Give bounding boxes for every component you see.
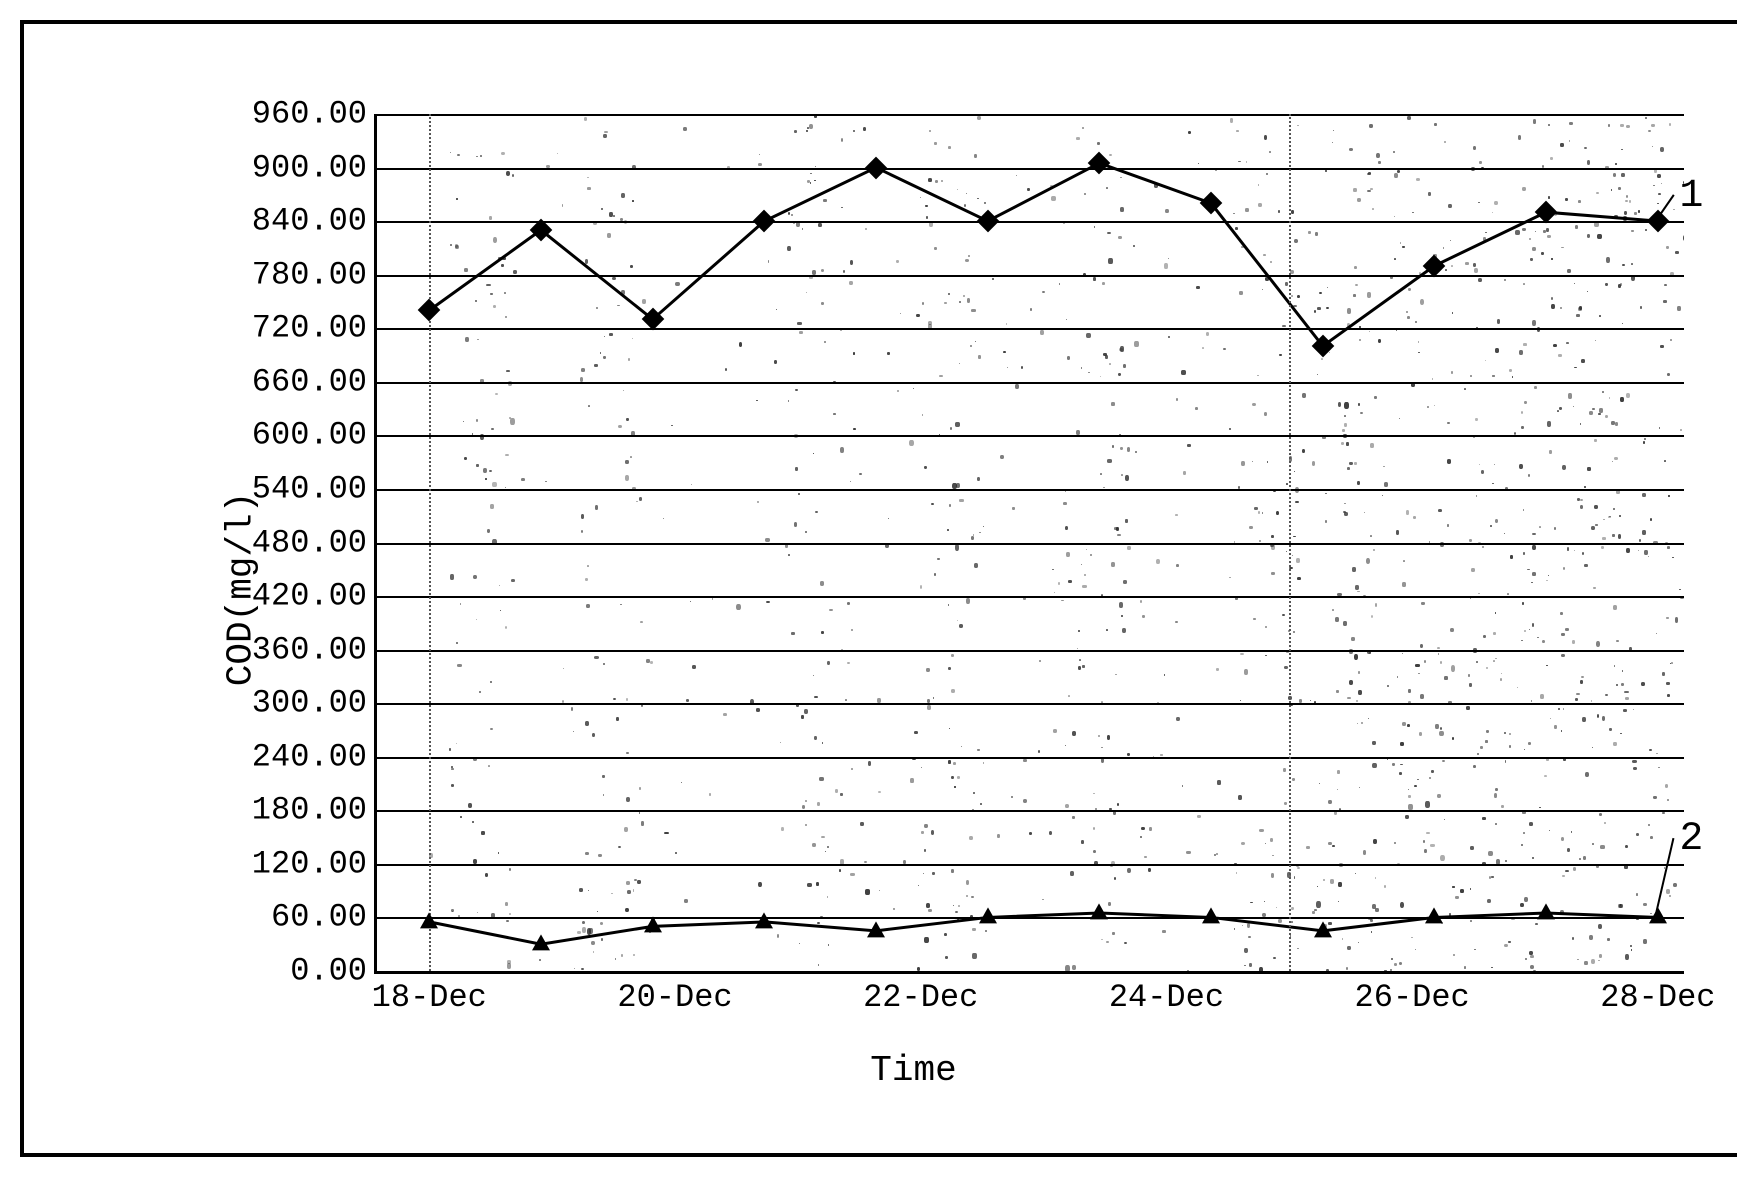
series-2-marker bbox=[755, 912, 773, 928]
gridline bbox=[377, 435, 1684, 437]
ytick-label: 480.00 bbox=[252, 524, 367, 561]
ytick-label: 240.00 bbox=[252, 738, 367, 775]
gridline bbox=[377, 275, 1684, 277]
gridline bbox=[377, 328, 1684, 330]
ytick-label: 780.00 bbox=[252, 256, 367, 293]
gridline bbox=[377, 114, 1684, 116]
series-2-marker bbox=[532, 935, 550, 951]
series-2-marker bbox=[1202, 908, 1220, 924]
ytick-label: 120.00 bbox=[252, 845, 367, 882]
series-1-line bbox=[429, 163, 1658, 346]
ytick-label: 660.00 bbox=[252, 363, 367, 400]
series-2-marker bbox=[644, 917, 662, 933]
xtick-label: 28-Dec bbox=[1600, 979, 1715, 1016]
xtick-label: 18-Dec bbox=[372, 979, 487, 1016]
series-2-annotation-text: 2 bbox=[1679, 817, 1703, 862]
series-2-annotation: 2 bbox=[1679, 817, 1703, 862]
series-2-marker bbox=[979, 908, 997, 924]
ytick-label: 420.00 bbox=[252, 578, 367, 615]
ytick-label: 840.00 bbox=[252, 203, 367, 240]
chart-inner: COD(mg/l) Time 0.0060.00120.00180.00240.… bbox=[114, 64, 1713, 1113]
series-2-marker bbox=[867, 921, 885, 937]
series-2-marker bbox=[1090, 903, 1108, 919]
series-2-marker bbox=[1314, 921, 1332, 937]
gridline bbox=[377, 168, 1684, 170]
gridline bbox=[377, 757, 1684, 759]
chart-frame: COD(mg/l) Time 0.0060.00120.00180.00240.… bbox=[20, 20, 1737, 1157]
xtick-label: 20-Dec bbox=[617, 979, 732, 1016]
ytick-label: 0.00 bbox=[290, 953, 367, 990]
gridline bbox=[377, 543, 1684, 545]
gridline bbox=[377, 382, 1684, 384]
xtick-label: 22-Dec bbox=[863, 979, 978, 1016]
ytick-label: 600.00 bbox=[252, 417, 367, 454]
ytick-label: 900.00 bbox=[252, 149, 367, 186]
ytick-label: 300.00 bbox=[252, 685, 367, 722]
gridline bbox=[377, 489, 1684, 491]
gridline bbox=[377, 703, 1684, 705]
ytick-label: 60.00 bbox=[271, 899, 367, 936]
gridline bbox=[377, 596, 1684, 598]
series-1-annotation-text: 1 bbox=[1679, 174, 1703, 219]
series-2-marker bbox=[1425, 908, 1443, 924]
series-2-marker bbox=[1649, 908, 1667, 924]
ytick-label: 960.00 bbox=[252, 96, 367, 133]
xtick-label: 24-Dec bbox=[1109, 979, 1224, 1016]
vertical-guide bbox=[429, 114, 431, 971]
gridline bbox=[377, 864, 1684, 866]
ytick-label: 180.00 bbox=[252, 792, 367, 829]
gridline bbox=[377, 810, 1684, 812]
xtick-label: 26-Dec bbox=[1355, 979, 1470, 1016]
series-1-annotation: 1 bbox=[1679, 174, 1703, 219]
series-2-marker bbox=[1537, 903, 1555, 919]
ytick-label: 360.00 bbox=[252, 631, 367, 668]
gridline bbox=[377, 917, 1684, 919]
plot-area: 0.0060.00120.00180.00240.00300.00360.004… bbox=[374, 114, 1684, 974]
ytick-label: 720.00 bbox=[252, 310, 367, 347]
x-axis-label: Time bbox=[870, 1050, 956, 1091]
gridline bbox=[377, 221, 1684, 223]
vertical-guide bbox=[1289, 114, 1291, 971]
ytick-label: 540.00 bbox=[252, 470, 367, 507]
gridline bbox=[377, 650, 1684, 652]
series-2-marker bbox=[420, 912, 438, 928]
